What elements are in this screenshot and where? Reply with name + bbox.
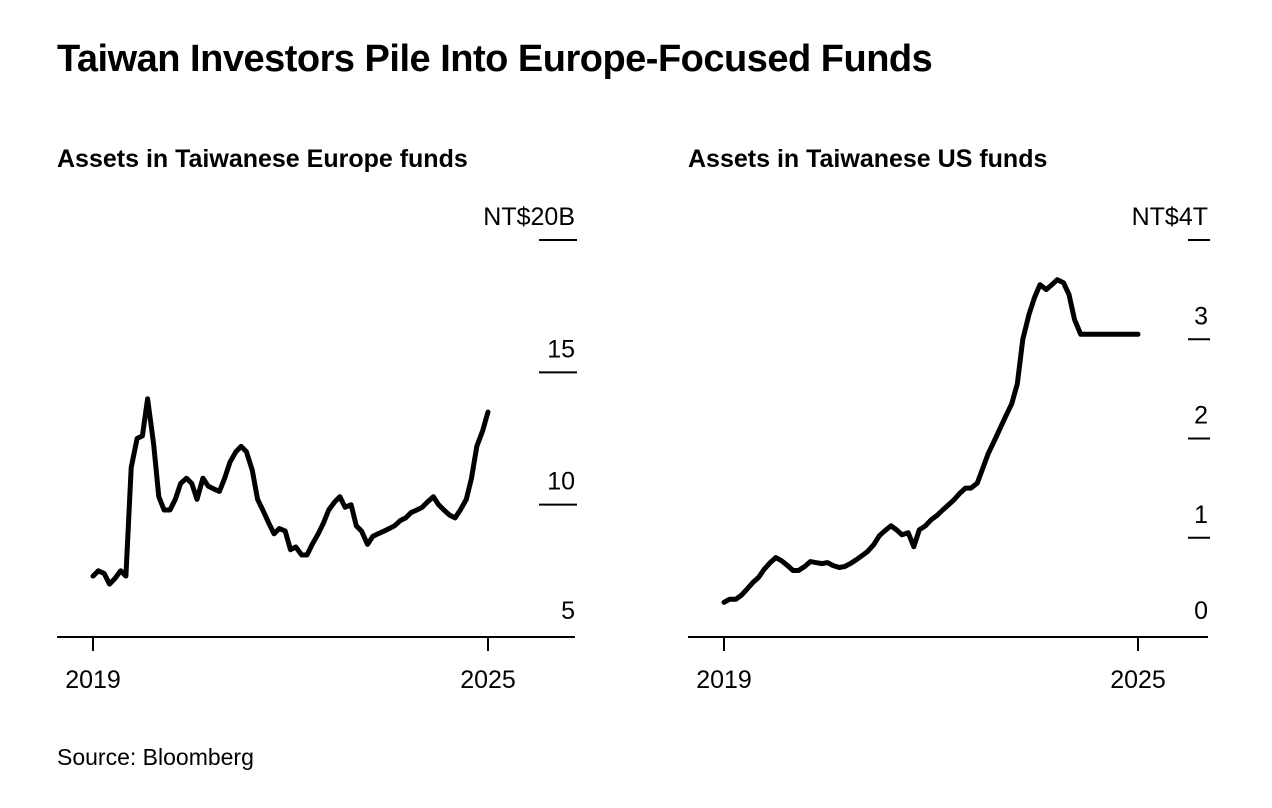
us-funds-chart: 0 1 2 3 NT$4T 2019 2025: [688, 203, 1210, 694]
us-y-tick-label-2: 2: [1194, 402, 1208, 430]
source-note: Source: Bloomberg: [57, 744, 254, 770]
us-y-tick-label-0: 0: [1194, 597, 1208, 625]
us-x-tick-label-1: 2025: [1110, 666, 1166, 694]
us-y-tick-label-3: 3: [1194, 302, 1208, 330]
us-chart-subtitle: Assets in Taiwanese US funds: [688, 145, 1048, 173]
europe-funds-chart: 5 10 15 NT$20B 2019 2025: [57, 203, 577, 694]
europe-y-tick-label-3: NT$20B: [483, 203, 575, 231]
europe-y-tick-label-0: 5: [561, 597, 575, 625]
europe-x-tick-label-1: 2025: [460, 666, 516, 694]
europe-x-tick-label-0: 2019: [65, 666, 121, 694]
europe-series-line-0: [90, 396, 491, 587]
europe-y-tick-label-1: 10: [547, 468, 575, 496]
chart-title: Taiwan Investors Pile Into Europe-Focuse…: [57, 38, 933, 80]
europe-chart-subtitle: Assets in Taiwanese Europe funds: [57, 145, 468, 173]
us-y-tick-label-1: 1: [1194, 501, 1208, 529]
europe-y-tick-label-2: 15: [547, 335, 575, 363]
us-series-line-0: [721, 277, 1141, 605]
us-x-tick-label-0: 2019: [696, 666, 752, 694]
us-y-tick-label-4: NT$4T: [1132, 203, 1208, 231]
